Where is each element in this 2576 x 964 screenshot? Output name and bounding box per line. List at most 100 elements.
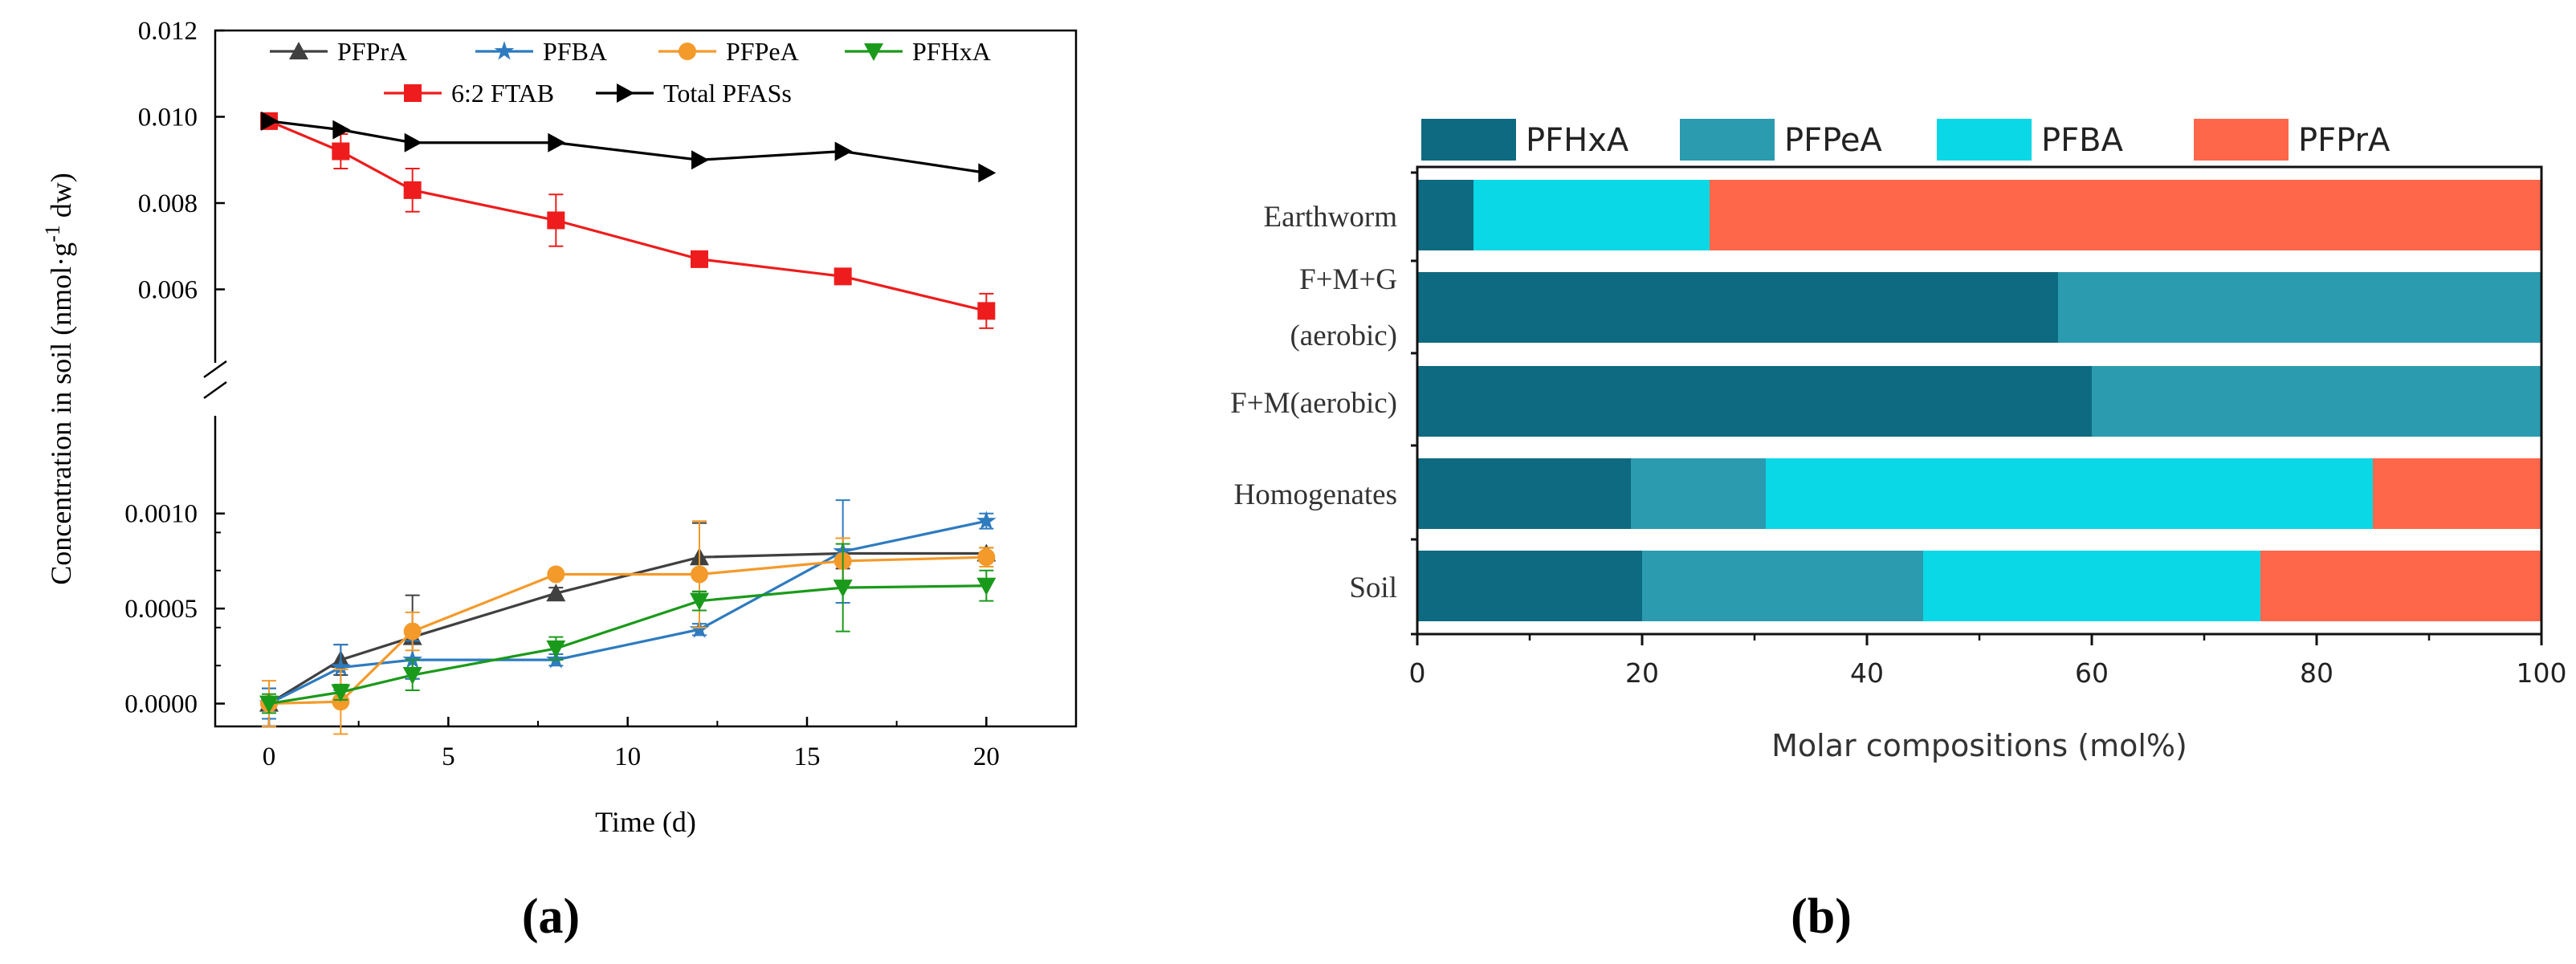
category-label-earthworm: Earthworm — [1264, 201, 1398, 234]
data-point — [332, 120, 351, 140]
data-point — [690, 592, 709, 611]
data-point — [976, 510, 997, 530]
bar-segment-pfpra — [1710, 180, 2541, 250]
data-point — [691, 565, 708, 584]
data-point — [833, 580, 853, 598]
legend-label: PFPrA — [337, 37, 407, 66]
legend-label: PFHxA — [1526, 122, 1629, 159]
legend-label: PFPrA — [2298, 122, 2391, 159]
data-point — [691, 250, 708, 268]
data-point — [834, 141, 853, 161]
series-6-2-ftab — [260, 112, 996, 329]
axis-break-mark — [203, 380, 227, 400]
bars-b — [1417, 180, 2541, 621]
bar-row-homogenates — [1417, 458, 2541, 529]
legend-label: PFHxA — [912, 37, 991, 66]
data-point — [259, 695, 279, 714]
data-point — [546, 640, 566, 658]
category-label-homogenates: Homogenates — [1234, 478, 1397, 511]
x-tick-label: 60 — [2075, 657, 2109, 689]
legend-item-6-2-ftab: 6:2 FTAB — [384, 79, 554, 108]
y-tick-label: 0.008 — [138, 189, 198, 218]
bar-segment-pfhxa — [1417, 366, 2092, 437]
data-point — [330, 657, 351, 677]
legend-label: PFBA — [2041, 122, 2124, 159]
data-point — [976, 577, 997, 596]
legend-item-pfpra: PFPrA — [2194, 119, 2391, 161]
category-label-f-m-g-aerobic: F+M+G — [1299, 263, 1397, 296]
x-tick-label: 20 — [1625, 657, 1659, 689]
y-tick-label: 0.006 — [138, 276, 198, 305]
series-a — [259, 111, 997, 735]
legend-item-pfhxa: PFHxA — [1421, 119, 1629, 161]
data-point — [331, 684, 351, 702]
legend-label: PFBA — [543, 37, 607, 66]
bar-row-f-m-g-aerobic — [1417, 272, 2541, 343]
data-point — [332, 142, 350, 161]
data-point — [403, 622, 422, 641]
bar-segment-pfba — [1923, 551, 2260, 621]
bar-row-soil — [1417, 551, 2541, 621]
data-point — [403, 181, 422, 199]
data-point — [547, 565, 565, 584]
panel-label-a: (a) — [522, 889, 580, 944]
y-tick-label: 0.0000 — [124, 690, 198, 719]
x-tick-label: 5 — [442, 742, 455, 771]
bar-segment-pfba — [1766, 458, 2373, 529]
y-tick-label: 0.010 — [138, 104, 198, 132]
legend-item-pfpea: PFPeA — [658, 37, 799, 66]
category-label-soil: Soil — [1349, 571, 1397, 604]
x-tick-label: 80 — [2300, 657, 2333, 689]
bar-row-f-m-aerobic — [1417, 366, 2541, 437]
legend-swatch — [1937, 119, 2032, 161]
y-axis-label-part: Concentration in soil (nmol·g — [45, 242, 77, 585]
bar-segment-pfpea — [1642, 551, 1923, 621]
y-tick-label: 0.0010 — [124, 500, 198, 529]
bar-segment-pfpea — [2092, 366, 2541, 437]
legend-a: PFPrA PFBA PFPeA PFHxA 6:2 FTAB Total PFASs — [270, 37, 991, 108]
x-tick-label: 0 — [1409, 657, 1426, 689]
y-axis-label-part: dw) — [45, 173, 77, 225]
legend-item-pfpra: PFPrA — [270, 37, 407, 66]
legend-marker — [864, 43, 883, 61]
axes-b: 0 20 40 60 80 100 Molar compositions (mol%) Ear… — [1230, 165, 2567, 763]
bar-segment-pfpra — [2373, 458, 2541, 529]
x-tick-label: 15 — [794, 742, 821, 771]
y-tick-label: 0.0005 — [124, 595, 198, 624]
bar-segment-pfpra — [2260, 551, 2541, 621]
data-point — [402, 649, 423, 669]
category-label-f-m-g-aerobic: (aerobic) — [1290, 319, 1397, 352]
x-tick-label: 100 — [2517, 657, 2567, 689]
x-tick-label: 40 — [1850, 657, 1884, 689]
x-axis-label: Molar compositions (mol%) — [1771, 728, 2187, 763]
legend-item-pfba: PFBA — [475, 37, 607, 66]
data-point — [691, 150, 709, 170]
chart-a: 0.012 0.010 0.008 0.006 0.0010 0.0005 0.0000 0 5… — [41, 17, 1078, 944]
data-point — [404, 132, 422, 153]
data-point — [834, 267, 852, 286]
legend-marker — [617, 83, 634, 103]
legend-label: Total PFASs — [663, 79, 792, 108]
data-point — [977, 302, 996, 320]
legend-item-pfpea: PFPeA — [1680, 119, 1882, 161]
x-axis-label: Time (d) — [595, 806, 696, 838]
legend-marker — [679, 43, 696, 60]
legend-label: 6:2 FTAB — [451, 79, 554, 108]
data-point — [978, 163, 997, 183]
data-point — [402, 667, 422, 685]
data-point — [977, 548, 996, 567]
x-tick-label: 0 — [263, 742, 276, 771]
category-label-f-m-aerobic: F+M(aerobic) — [1230, 387, 1397, 420]
legend-item-pfhxa: PFHxA — [845, 37, 991, 66]
bar-segment-pfhxa — [1417, 272, 2058, 343]
legend-item-pfba: PFBA — [1937, 119, 2124, 161]
legend-item-total-pfass: Total PFASs — [596, 79, 792, 108]
legend-swatch — [1421, 119, 1516, 161]
x-tick-label: 10 — [614, 742, 641, 771]
data-point — [548, 132, 566, 153]
legend-marker — [289, 42, 308, 59]
panel-label-b: (b) — [1791, 889, 1852, 944]
legend-b: PFHxA PFPeA PFBA PFPrA — [1421, 119, 2391, 161]
y-tick-label: 0.012 — [138, 17, 198, 46]
